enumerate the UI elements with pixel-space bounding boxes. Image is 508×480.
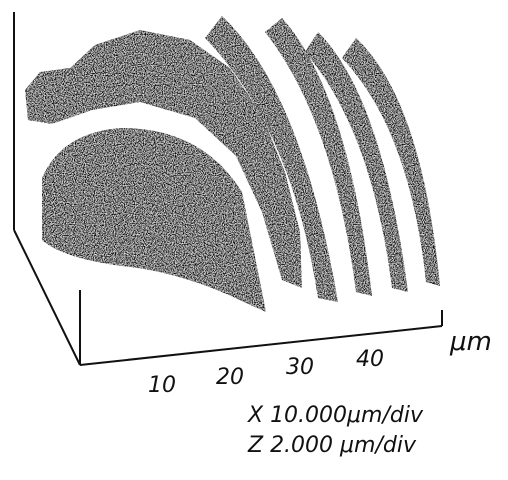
z-scale: Z 2.000 μm/div <box>247 433 417 458</box>
afm-figure: 10 20 30 40 μm X 10.000μm/div Z 2.000 μm… <box>0 0 508 480</box>
x-tick-label: 10 <box>148 373 176 398</box>
axis-unit: μm <box>449 327 492 357</box>
surface <box>25 16 440 312</box>
x-tick-label: 20 <box>216 365 244 390</box>
x-tick-label: 30 <box>286 355 314 380</box>
x-tick-label: 40 <box>356 347 384 372</box>
x-scale: X 10.000μm/div <box>247 403 424 428</box>
